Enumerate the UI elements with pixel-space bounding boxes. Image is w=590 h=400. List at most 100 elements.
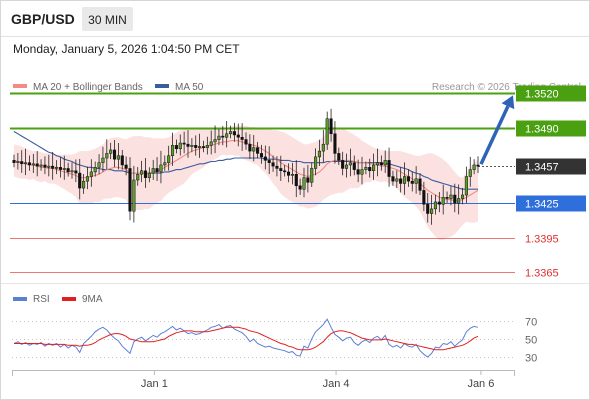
candle-body bbox=[290, 173, 294, 176]
candle bbox=[356, 159, 360, 183]
candle-body bbox=[410, 180, 414, 184]
bollinger-band-layer bbox=[14, 125, 478, 241]
rsi-panel-layer: 70 50 30 bbox=[12, 317, 537, 365]
candle-body bbox=[31, 163, 35, 166]
candle bbox=[232, 122, 236, 142]
rsi-legend-swatch bbox=[13, 297, 27, 301]
candle bbox=[290, 162, 294, 185]
candle bbox=[20, 150, 24, 173]
candle bbox=[16, 152, 20, 170]
candle bbox=[422, 181, 426, 212]
candle-body bbox=[143, 170, 148, 178]
candle bbox=[174, 139, 178, 154]
candle bbox=[449, 186, 453, 206]
candle bbox=[283, 164, 287, 177]
candle bbox=[116, 143, 120, 170]
candle bbox=[217, 128, 221, 146]
candle-body bbox=[430, 208, 434, 214]
candle bbox=[399, 167, 403, 193]
candles-layer bbox=[12, 108, 480, 225]
candle bbox=[51, 152, 55, 180]
candle-body bbox=[190, 145, 194, 147]
symbol-title: GBP/USD bbox=[11, 11, 75, 27]
candle-body bbox=[275, 165, 279, 169]
time-axis-label: Jan 1 bbox=[141, 378, 168, 390]
candle bbox=[263, 145, 267, 170]
candle bbox=[112, 140, 117, 168]
candle bbox=[387, 147, 391, 187]
candle-body bbox=[167, 155, 171, 163]
candle-body bbox=[457, 198, 461, 204]
candle bbox=[167, 145, 171, 171]
price-levels-layer bbox=[10, 92, 515, 273]
interval-button[interactable] bbox=[82, 7, 133, 31]
candle-body bbox=[460, 194, 465, 199]
candle-body bbox=[116, 155, 120, 160]
candle-body bbox=[147, 172, 151, 178]
candle bbox=[476, 156, 480, 173]
candle-body bbox=[433, 201, 438, 210]
candle bbox=[348, 148, 352, 177]
rsi-line bbox=[13, 318, 479, 358]
candle-body bbox=[232, 131, 236, 136]
level-label-box bbox=[516, 195, 586, 212]
candle bbox=[147, 167, 151, 183]
candle bbox=[325, 111, 329, 150]
candle bbox=[31, 153, 35, 173]
candle bbox=[225, 121, 229, 148]
candle bbox=[406, 169, 410, 187]
candle-body bbox=[294, 173, 298, 187]
candle-body bbox=[194, 145, 198, 148]
candle-body bbox=[441, 197, 445, 205]
level-label-box bbox=[516, 85, 586, 102]
candle bbox=[453, 183, 457, 213]
candle bbox=[414, 166, 418, 194]
candle bbox=[43, 156, 47, 175]
candle bbox=[395, 170, 399, 188]
candle-body bbox=[422, 190, 426, 205]
rsi-tick-label: 50 bbox=[525, 335, 537, 347]
candle bbox=[151, 159, 155, 180]
candle-body bbox=[47, 165, 51, 168]
candle-body bbox=[356, 169, 360, 175]
candle bbox=[54, 160, 59, 175]
candle bbox=[472, 159, 476, 175]
level-label: 1.3457 bbox=[525, 162, 559, 174]
candle-body bbox=[283, 170, 287, 173]
candle bbox=[105, 139, 109, 170]
candle bbox=[383, 150, 387, 173]
candle-body bbox=[333, 133, 337, 154]
level-label: 1.3365 bbox=[525, 268, 559, 280]
candle-body bbox=[329, 118, 333, 135]
candle-body bbox=[252, 147, 256, 152]
candle bbox=[140, 160, 144, 183]
candle-body bbox=[213, 139, 217, 143]
candle-body bbox=[35, 163, 39, 167]
candle-body bbox=[43, 164, 47, 168]
candle-body bbox=[406, 176, 410, 182]
candle-body bbox=[186, 143, 190, 147]
forecast-layer bbox=[479, 95, 515, 165]
ma50-legend-label: MA 50 bbox=[175, 82, 204, 93]
candle-body bbox=[476, 164, 480, 167]
candle-body bbox=[74, 170, 78, 174]
rsi9-legend-label: 9MA bbox=[82, 294, 103, 305]
candle-body bbox=[39, 164, 43, 167]
candle-body bbox=[271, 162, 275, 167]
candle-body bbox=[97, 162, 101, 168]
candle bbox=[402, 162, 407, 195]
candle bbox=[213, 125, 217, 154]
candle-body bbox=[120, 155, 124, 166]
candle-body bbox=[112, 149, 117, 160]
candle-body bbox=[341, 160, 345, 169]
candle-body bbox=[368, 167, 372, 172]
candle bbox=[194, 135, 198, 156]
candle-body bbox=[151, 168, 155, 174]
candle-body bbox=[240, 136, 244, 140]
time-axis-labels: Jan 1 Jan 4 Jan 6 bbox=[141, 370, 494, 390]
candle bbox=[101, 146, 105, 172]
candle bbox=[445, 191, 449, 204]
candle-body bbox=[248, 143, 252, 152]
candle bbox=[62, 155, 66, 180]
